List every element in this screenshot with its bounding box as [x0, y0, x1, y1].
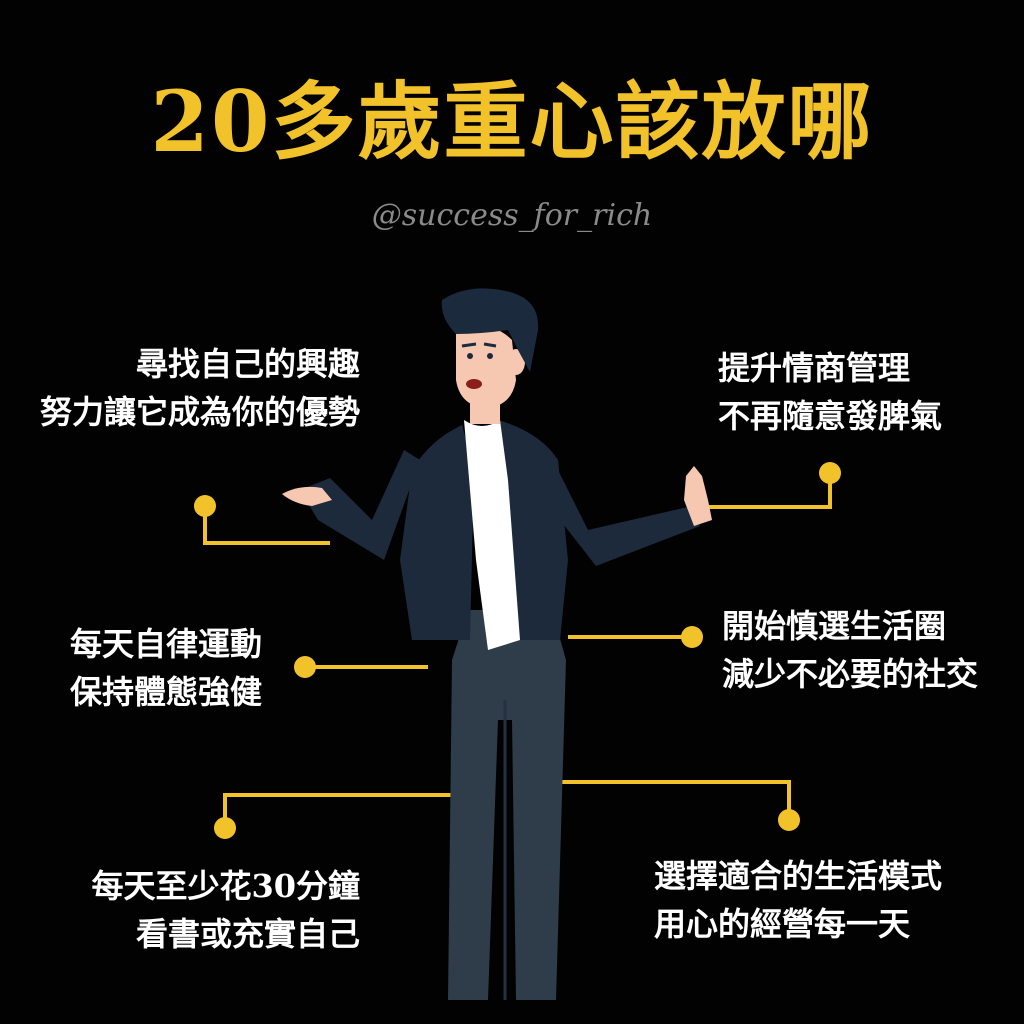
- tip-line: 減少不必要的社交: [722, 655, 979, 693]
- man-right-hand: [684, 466, 712, 526]
- dot-tip-3: [294, 656, 316, 678]
- connector-tip-1: [203, 506, 330, 545]
- tip-line: 每天至少花30分鐘: [91, 867, 360, 905]
- man-left-hand: [282, 486, 332, 506]
- man-head: [456, 325, 516, 408]
- author-handle: @success_for_rich: [371, 198, 653, 233]
- tip-line: 開始慎選生活圈: [722, 607, 947, 645]
- tip-line: 用心的經營每一天: [654, 905, 911, 943]
- tip-line: 保持體態強健: [70, 673, 263, 711]
- tip-lifestyle: 選擇適合的生活模式 用心的經營每一天: [654, 852, 942, 948]
- tip-line: 選擇適合的生活模式: [654, 857, 943, 895]
- dot-tip-4: [681, 626, 703, 648]
- man-jacket: [400, 425, 474, 640]
- man-mouth: [466, 379, 482, 389]
- connector-dots: [194, 462, 841, 839]
- man-left-arm: [300, 450, 420, 560]
- dot-tip-6: [778, 809, 800, 831]
- tip-exercise: 每天自律運動 保持體態強健: [70, 620, 262, 716]
- page-title: 20多歲重心該放哪: [150, 72, 874, 171]
- connector-tip-6: [553, 780, 791, 820]
- tip-interest: 尋找自己的興趣 努力讓它成為你的優勢: [40, 340, 360, 436]
- tip-line: 不再隨意發脾氣: [718, 397, 943, 435]
- man-figure: [282, 288, 712, 1000]
- man-shirt: [464, 420, 520, 650]
- dot-tip-2: [819, 462, 841, 484]
- connector-tip-5: [223, 793, 457, 828]
- tip-line: 提升情商管理: [718, 349, 911, 387]
- tip-line: 努力讓它成為你的優勢: [39, 393, 360, 431]
- tip-reading: 每天至少花30分鐘 看書或充實自己: [91, 862, 360, 958]
- man-hair: [441, 288, 539, 372]
- man-right-arm: [548, 450, 700, 566]
- connector-tip-2: [705, 473, 832, 509]
- tip-eq: 提升情商管理 不再隨意發脾氣: [718, 344, 942, 440]
- dot-tip-1: [194, 495, 216, 517]
- tip-social-circle: 開始慎選生活圈 減少不必要的社交: [722, 602, 978, 698]
- man-legs: [448, 610, 566, 1000]
- tip-line: 尋找自己的興趣: [135, 345, 360, 383]
- dot-tip-5: [214, 817, 236, 839]
- tip-line: 看書或充實自己: [135, 915, 360, 953]
- tip-line: 每天自律運動: [70, 625, 263, 663]
